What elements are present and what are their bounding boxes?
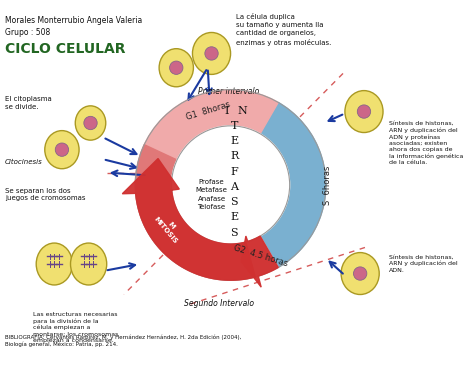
Text: E: E bbox=[230, 136, 238, 146]
Text: Citocinesis: Citocinesis bbox=[5, 159, 43, 165]
Ellipse shape bbox=[55, 143, 69, 156]
Text: CICLO CELULAR: CICLO CELULAR bbox=[5, 42, 125, 56]
Text: G2  4.5 horas: G2 4.5 horas bbox=[233, 243, 289, 269]
Text: Segundo Intervalo: Segundo Intervalo bbox=[184, 299, 254, 308]
Text: G1  8horas: G1 8horas bbox=[185, 100, 231, 122]
Polygon shape bbox=[135, 145, 255, 280]
Polygon shape bbox=[144, 90, 278, 160]
Polygon shape bbox=[241, 236, 278, 287]
Ellipse shape bbox=[341, 252, 379, 294]
Ellipse shape bbox=[36, 243, 73, 285]
Text: Síntesis de histonas,
ARN y duplicación del
ADN y proteínas
asociadas; existen
a: Síntesis de histonas, ARN y duplicación … bbox=[389, 121, 463, 165]
Ellipse shape bbox=[75, 106, 106, 140]
Text: Síntesis de histonas,
ARN y duplicación del
ADN.: Síntesis de histonas, ARN y duplicación … bbox=[389, 254, 457, 273]
Ellipse shape bbox=[170, 61, 183, 75]
Polygon shape bbox=[122, 159, 255, 280]
Text: S  6horas: S 6horas bbox=[323, 165, 332, 205]
Text: Primer intervalo: Primer intervalo bbox=[198, 87, 259, 96]
Text: Grupo : 508: Grupo : 508 bbox=[5, 28, 50, 37]
Text: Las estructuras necesarias
para la división de la
célula empiezan a
montarse; lo: Las estructuras necesarias para la divis… bbox=[33, 312, 118, 343]
Text: F: F bbox=[230, 167, 238, 177]
Ellipse shape bbox=[45, 131, 79, 169]
Ellipse shape bbox=[159, 49, 193, 87]
Text: E: E bbox=[230, 212, 238, 222]
Polygon shape bbox=[260, 102, 326, 268]
Text: BIBLIOGRAFÍA: Cervantes Ramírez, M. y Hernández Hernández, H. 2da Edición (2004): BIBLIOGRAFÍA: Cervantes Ramírez, M. y He… bbox=[5, 334, 241, 347]
Ellipse shape bbox=[345, 91, 383, 132]
Text: Se separan los dos
juegos de cromosomas: Se separan los dos juegos de cromosomas bbox=[5, 188, 85, 201]
Ellipse shape bbox=[84, 116, 97, 130]
Ellipse shape bbox=[354, 267, 367, 280]
Text: M
MITOSIS: M MITOSIS bbox=[153, 211, 183, 244]
Text: Profase
Metafase
Anafase
Telofase: Profase Metafase Anafase Telofase bbox=[196, 179, 228, 210]
Text: A: A bbox=[230, 182, 238, 192]
Text: Morales Monterrubio Angela Valeria: Morales Monterrubio Angela Valeria bbox=[5, 16, 142, 25]
Text: El citoplasma
se divide.: El citoplasma se divide. bbox=[5, 96, 52, 110]
Text: N: N bbox=[237, 106, 247, 116]
Text: La célula duplica
su tamaño y aumenta lla
cantidad de organelos,
enzimas y otras: La célula duplica su tamaño y aumenta ll… bbox=[237, 14, 332, 46]
Text: I: I bbox=[225, 106, 229, 116]
Ellipse shape bbox=[71, 243, 107, 285]
Ellipse shape bbox=[192, 33, 230, 75]
Ellipse shape bbox=[357, 105, 371, 118]
Polygon shape bbox=[246, 236, 278, 277]
Ellipse shape bbox=[205, 47, 218, 60]
Circle shape bbox=[172, 126, 290, 244]
Text: T: T bbox=[231, 121, 238, 131]
Text: S: S bbox=[230, 197, 238, 207]
Text: S: S bbox=[230, 228, 238, 237]
Text: R: R bbox=[230, 151, 238, 161]
